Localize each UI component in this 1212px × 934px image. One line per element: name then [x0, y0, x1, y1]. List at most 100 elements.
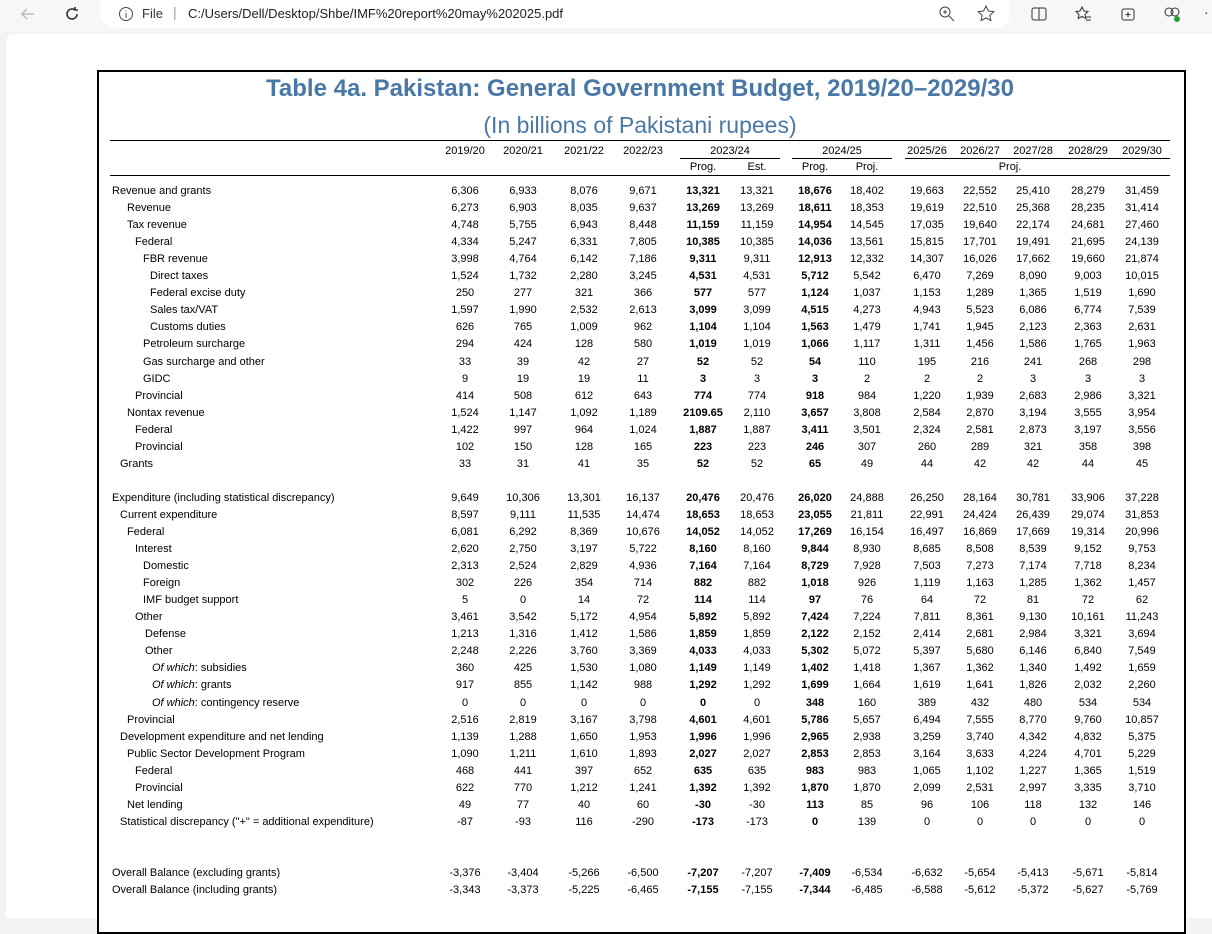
cell: 5	[461, 594, 469, 607]
cell: 1,586	[1019, 338, 1047, 351]
cell: 635	[747, 764, 767, 777]
cell: 2,750	[509, 543, 537, 556]
cell: 11,535	[567, 508, 601, 521]
cell: 4,832	[1074, 730, 1102, 743]
cell: 4,033	[689, 645, 717, 658]
cell: 1,530	[570, 662, 598, 675]
cell: 1,990	[509, 304, 537, 317]
favorite-icon[interactable]	[976, 4, 996, 24]
cell: 3	[753, 372, 761, 385]
label-text: Domestic	[143, 560, 189, 573]
label-text: Customs duties	[150, 321, 226, 334]
cell: 11,159	[740, 219, 774, 232]
cell: 1,066	[801, 338, 829, 351]
cell: 195	[917, 355, 937, 368]
favorites-icon[interactable]	[1074, 5, 1092, 23]
label-text: Tax revenue	[127, 219, 187, 232]
cell: 2,280	[570, 270, 598, 283]
cell: 2,122	[801, 628, 829, 641]
zoom-icon[interactable]	[938, 5, 956, 23]
cell: 1,412	[570, 628, 598, 641]
cell: 1,212	[570, 781, 598, 794]
cell: 19,663	[910, 185, 944, 197]
cell: 41	[577, 457, 591, 470]
cell: 28,279	[1071, 185, 1105, 197]
cell: 20,476	[686, 491, 720, 504]
cell: 8,035	[570, 202, 598, 215]
cell: 2	[923, 372, 931, 385]
collections-icon[interactable]	[1119, 5, 1137, 23]
cell: 12,332	[850, 253, 884, 266]
cell: 6,774	[1074, 304, 1102, 317]
cell: 4,033	[743, 645, 771, 658]
cell: 855	[513, 679, 533, 692]
cell: 22,510	[963, 202, 997, 215]
cell: 1,092	[570, 406, 598, 419]
cell: 398	[1132, 440, 1152, 453]
cell: 3	[1138, 372, 1146, 385]
cell: 246	[805, 440, 825, 453]
more-icon[interactable]: ·	[1204, 4, 1209, 20]
cell: 3	[699, 372, 707, 385]
cell: 18,611	[798, 202, 832, 215]
cell: 1,090	[451, 747, 479, 760]
cell: 414	[455, 389, 475, 402]
cell: 508	[513, 389, 533, 402]
extension-icon[interactable]	[1162, 4, 1182, 24]
cell: 37,228	[1125, 491, 1159, 504]
cell: 8,090	[1019, 270, 1047, 283]
row-label: IMF budget support	[143, 594, 238, 607]
cell: 26,020	[798, 491, 832, 504]
cell: 3,245	[629, 270, 657, 283]
back-button[interactable]	[18, 6, 38, 22]
cell: 10,676	[626, 526, 660, 538]
cell: -5,627	[1072, 884, 1104, 897]
cell: 1,859	[743, 628, 771, 641]
split-icon[interactable]	[1030, 5, 1048, 23]
cell: 27	[636, 355, 650, 368]
cell: 10,385	[740, 236, 774, 249]
cell: 1,065	[913, 764, 941, 777]
cell: 1,080	[629, 662, 657, 675]
cell: 1,422	[451, 423, 479, 436]
cell: 1,732	[509, 270, 537, 283]
rule	[792, 158, 892, 159]
cell: 7,555	[966, 713, 994, 726]
cell: 2,099	[913, 781, 941, 794]
cell: -173	[745, 815, 769, 828]
cell: 11,243	[1125, 611, 1159, 624]
refresh-button[interactable]	[62, 4, 82, 24]
cell: 0	[1029, 815, 1037, 828]
cell: 18,653	[740, 508, 774, 521]
cell: -87	[457, 815, 473, 828]
cell: 11,159	[686, 219, 720, 232]
address-bar[interactable]: File | C:/Users/Dell/Desktop/Shbe/IMF%20…	[100, 0, 1010, 28]
cell: 33	[458, 355, 472, 368]
cell: 9,637	[629, 202, 657, 215]
cell: 1,392	[743, 781, 771, 794]
cell: 6,840	[1074, 645, 1102, 658]
label-text: Provincial	[127, 713, 175, 726]
cell: 3,321	[1074, 628, 1102, 641]
cell: 0	[519, 696, 527, 709]
cell: 17,701	[963, 236, 997, 249]
cell: 1,699	[801, 679, 829, 692]
cell: 16,026	[963, 253, 997, 266]
cell: -5,413	[1017, 867, 1049, 879]
cell: 1,211	[509, 747, 537, 760]
cell: 9	[461, 372, 469, 385]
cell: 0	[811, 815, 819, 828]
cell: 8,076	[570, 185, 598, 197]
label-prefix: Of which	[152, 679, 195, 692]
cell: 1,147	[509, 406, 537, 419]
cell: 1,664	[853, 679, 881, 692]
info-icon[interactable]	[118, 6, 134, 22]
cell: 1,189	[629, 406, 657, 419]
cell: 3,954	[1128, 406, 1156, 419]
cell: 5,247	[509, 236, 537, 249]
cell: 1,019	[743, 338, 771, 351]
cell: 2,873	[1019, 423, 1047, 436]
cell: 1,142	[570, 679, 598, 692]
cell: 2,531	[966, 781, 994, 794]
